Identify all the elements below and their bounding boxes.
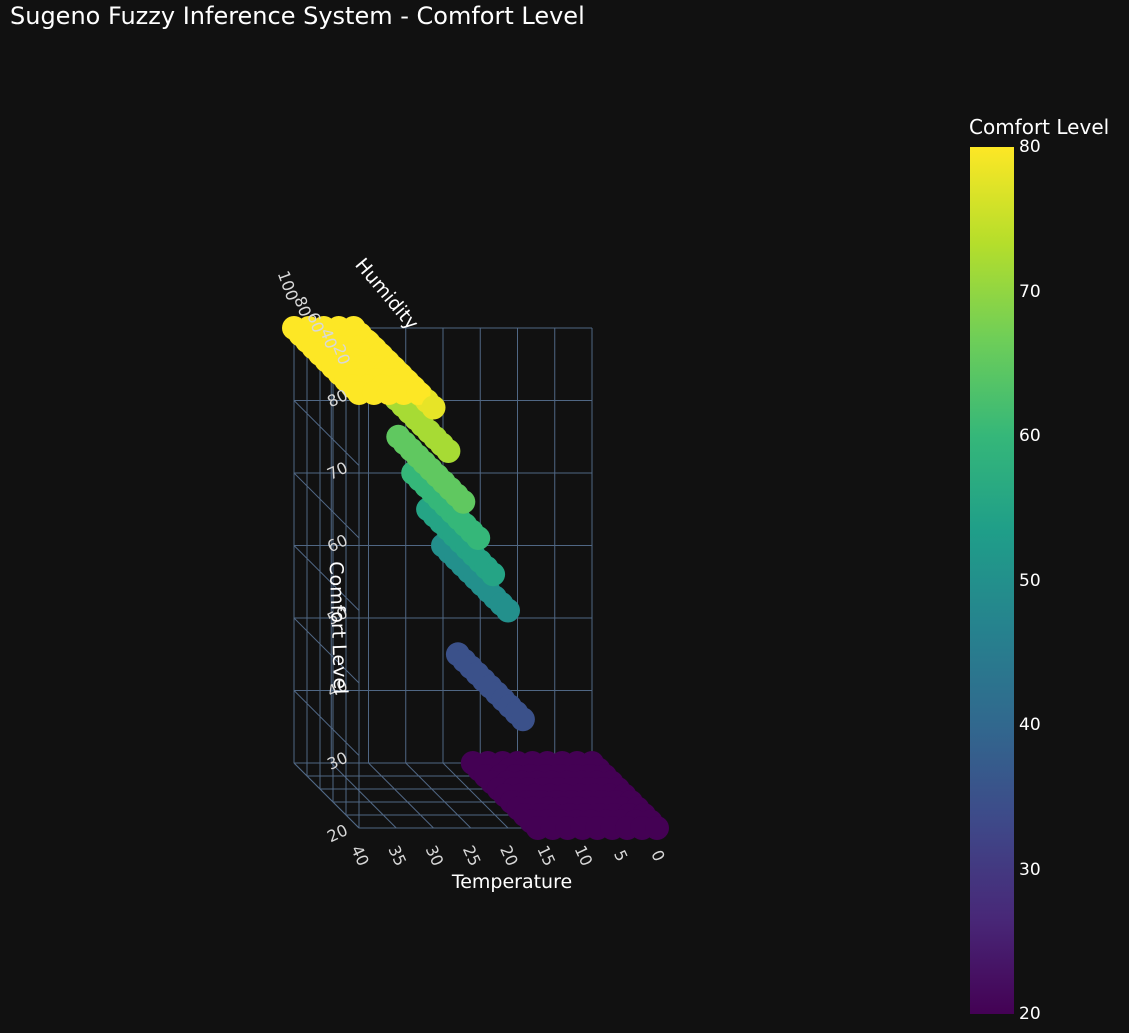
colorbar-title: Comfort Level: [969, 115, 1110, 139]
x-tick-label: 30: [422, 842, 448, 868]
colorbar-gradient: [970, 147, 1014, 1014]
x-tick-label: 15: [533, 842, 559, 868]
floor-grid-line: [405, 762, 472, 829]
data-point: [451, 489, 476, 514]
data-point: [466, 526, 491, 550]
sidewall-grid-line: [293, 690, 360, 756]
chart-title: Sugeno Fuzzy Inference System - Comfort …: [10, 2, 585, 30]
z-tick-label: 70: [324, 458, 350, 484]
colorbar-tick-label: 70: [1019, 281, 1041, 302]
colorbar-tick-label: 20: [1019, 1004, 1041, 1024]
x-tick-label: 40: [347, 842, 373, 868]
z-axis-label: Comfort Level: [325, 561, 352, 695]
data-point: [406, 381, 431, 405]
x-tick-label: 25: [459, 842, 485, 868]
sidewall-grid-line: [293, 617, 360, 684]
x-tick-label: 5: [610, 847, 632, 864]
data-point: [645, 816, 669, 840]
data-point: [436, 439, 461, 463]
floor-grid-line: [330, 762, 397, 829]
data-point: [510, 707, 535, 732]
y-tick-label: 100: [274, 268, 302, 303]
colorbar-tick-label: 50: [1019, 570, 1041, 591]
x-tick-label: 10: [571, 842, 597, 868]
z-tick-label: 20: [324, 820, 350, 846]
z-tick-label: 60: [324, 530, 350, 556]
floor-grid-line: [368, 762, 434, 829]
x-tick-label: 20: [496, 842, 522, 868]
data-markers: [282, 316, 669, 840]
sidewall-grid-line: [293, 545, 360, 611]
floor-grid-line: [442, 762, 509, 829]
colorbar-tick-label: 40: [1019, 715, 1041, 735]
x-tick-label: 0: [647, 847, 669, 864]
colorbar-tick-label: 60: [1019, 426, 1041, 446]
data-point: [496, 598, 520, 623]
x-axis-label: Temperature: [451, 871, 572, 893]
z-tick-label: 30: [324, 748, 350, 774]
x-tick-label: 35: [384, 842, 410, 868]
sidewall-grid-line: [293, 762, 360, 829]
colorbar-tick-label: 80: [1019, 137, 1041, 157]
data-point: [481, 562, 506, 587]
sidewall-grid-line: [293, 472, 360, 539]
data-point: [421, 395, 446, 420]
colorbar-tick-label: 30: [1019, 859, 1041, 880]
sidewall-grid-line: [293, 400, 360, 466]
